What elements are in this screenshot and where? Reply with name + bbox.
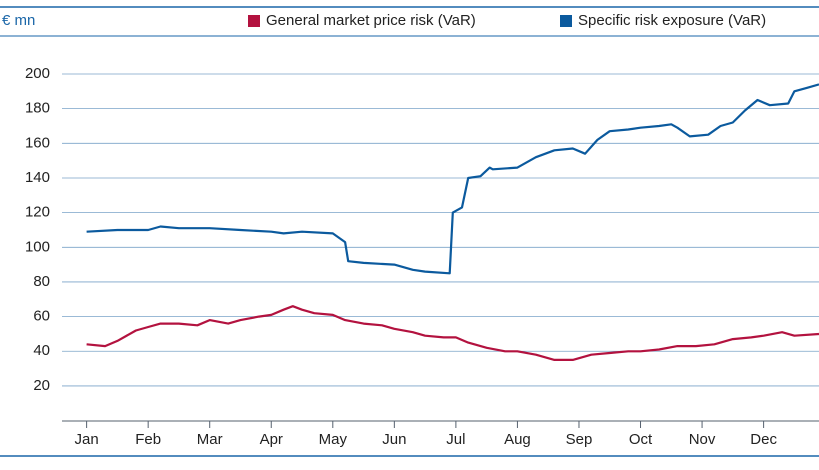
x-tick-label: Jun [382, 431, 406, 448]
legend-label: General market price risk (VaR) [266, 12, 476, 29]
x-tick-label: Mar [197, 431, 223, 448]
series-line [86, 305, 819, 361]
x-tick-label: Nov [689, 431, 716, 448]
y-tick-label: 140 [25, 169, 50, 186]
y-tick-label: 180 [25, 100, 50, 117]
y-tick-label: 160 [25, 134, 50, 151]
legend-swatch [560, 15, 572, 27]
series-line [86, 83, 819, 275]
x-tick-label: Sep [566, 431, 593, 448]
y-tick-label: 60 [33, 308, 50, 325]
x-tick-label: Oct [629, 431, 653, 448]
y-tick-label: 80 [33, 273, 50, 290]
x-tick-label: May [319, 431, 348, 448]
x-tick-label: Aug [504, 431, 531, 448]
y-tick-label: 20 [33, 377, 50, 394]
x-tick-label: Jul [446, 431, 465, 448]
legend-swatch [248, 15, 260, 27]
x-tick-label: Jan [75, 431, 99, 448]
y-tick-label: 120 [25, 204, 50, 221]
x-tick-label: Apr [260, 431, 283, 448]
legend-label: Specific risk exposure (VaR) [578, 12, 766, 29]
x-tick-label: Feb [135, 431, 161, 448]
x-tick-label: Dec [750, 431, 777, 448]
y-tick-label: 100 [25, 238, 50, 255]
y-tick-label: 40 [33, 342, 50, 359]
unit-label: € mn [2, 12, 35, 29]
y-tick-label: 200 [25, 65, 50, 82]
